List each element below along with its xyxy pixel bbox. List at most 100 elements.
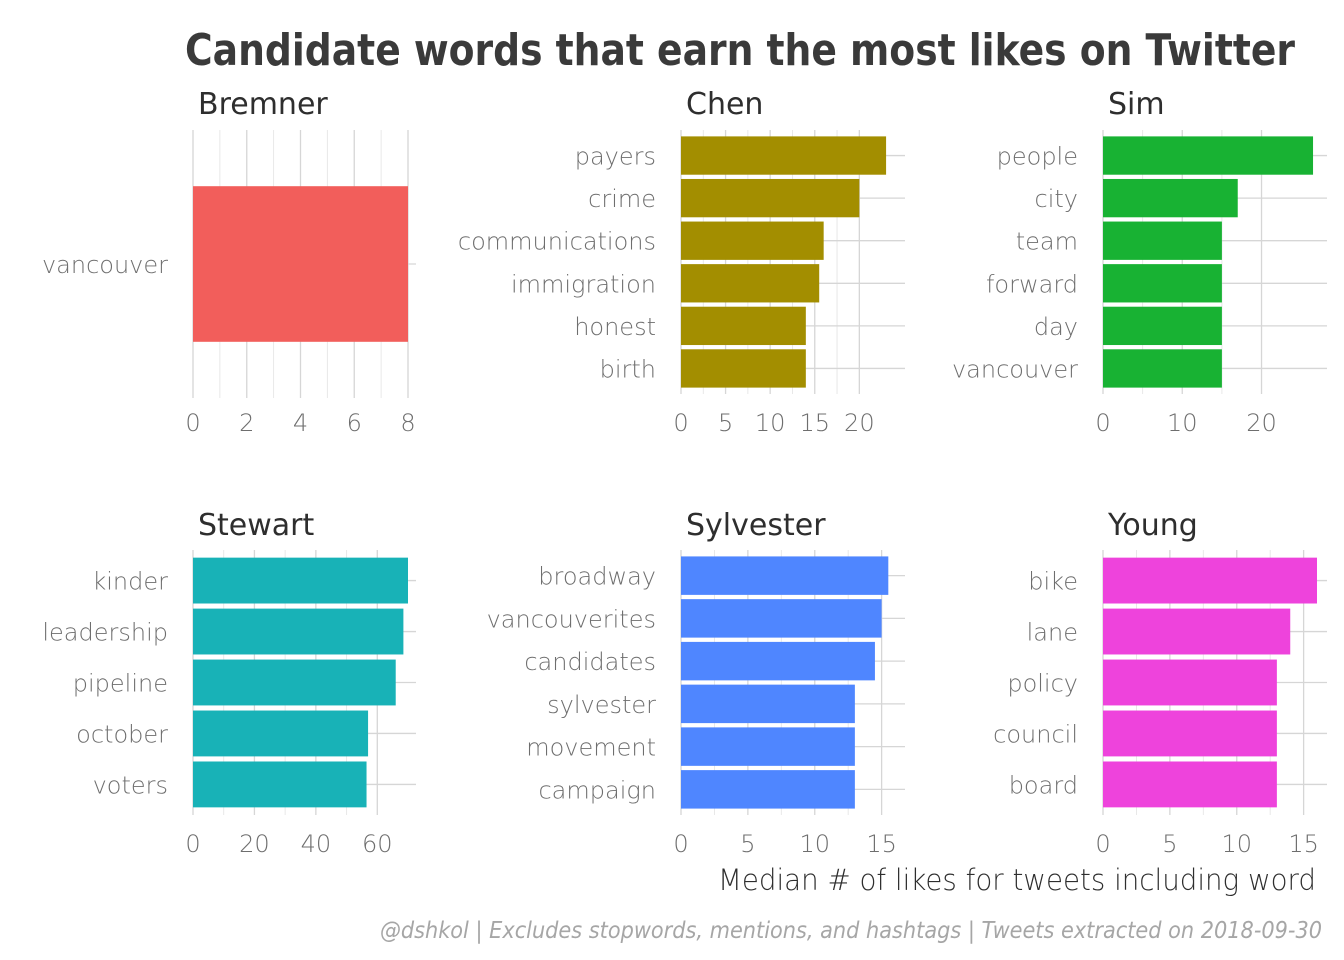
x-tick-label: 0 [1095,830,1110,858]
facet-panel-sim: people city team forward day vancouver 0 10 20 Si… [952,87,1327,437]
bar-city [1103,178,1238,218]
x-tick-label: 0 [185,409,200,437]
x-tick-label: 20 [239,830,270,858]
y-tick-label: team [1016,228,1078,256]
x-tick-label: 0 [673,830,688,858]
bar-people [1103,136,1314,175]
bar-broadway [681,556,889,595]
x-tick-label: 2 [239,409,254,437]
x-tick-label: 15 [866,830,897,858]
chart-caption: @dshkol | Excludes stopwords, mentions, … [380,918,1322,944]
bar-birth [681,349,806,388]
bar-vancouver [193,186,408,342]
x-tick-label: 0 [673,409,688,437]
facet-title: Stewart [198,508,315,543]
y-tick-label: payers [575,143,656,171]
x-tick-label: 10 [1221,830,1252,858]
x-tick-label: 0 [185,830,200,858]
bar-lane [1103,608,1291,655]
bar-leadership [193,608,404,655]
facet-panels: vancouver 0 2 4 6 8 Bremner payers crime communic… [42,87,1327,858]
y-tick-label: immigration [511,270,656,298]
x-tick-label: 8 [400,409,415,437]
bar-payers [681,136,887,175]
y-tick-label: communications [458,228,656,256]
facet-title: Young [1107,508,1198,543]
y-tick-label: birth [600,355,656,383]
y-tick-label: day [1034,313,1078,341]
x-tick-label: 60 [362,830,393,858]
facet-panel-bremner: vancouver 0 2 4 6 8 Bremner [42,87,416,437]
bar-communications [681,221,824,260]
x-tick-label: 5 [740,830,755,858]
y-tick-label: sylvester [547,691,656,719]
x-tick-label: 20 [1246,409,1277,437]
y-tick-label: vancouverites [487,605,656,633]
bar-voters [193,761,367,808]
y-tick-label: kinder [92,568,168,596]
bar-vancouver [1103,349,1222,388]
x-tick-label: 10 [1167,409,1198,437]
bar-vancouverites [681,599,882,638]
y-tick-label: crime [588,185,656,213]
bar-board [1103,761,1277,808]
x-tick-label: 40 [301,830,332,858]
bar-day [1103,306,1222,346]
y-tick-label: honest [574,313,656,341]
facet-panel-young: bike lane policy council board 0 5 10 15 Young [993,508,1327,858]
x-tick-label: 10 [755,409,786,437]
bar-honest [681,306,806,346]
y-tick-label: movement [526,734,656,762]
y-tick-label: october [76,720,168,748]
facet-title: Sylvester [686,508,826,543]
chart-title: Candidate words that earn the most likes… [185,25,1295,76]
y-tick-label: forward [986,270,1078,298]
facet-title: Bremner [198,87,328,122]
x-tick-label: 0 [1095,409,1110,437]
y-tick-label: vancouver [42,251,168,279]
facet-panel-stewart: kinder leadership pipeline october voters 0 20… [42,508,416,858]
y-tick-label: broadway [538,563,656,591]
bar-sylvester [681,684,855,724]
x-tick-label: 15 [1288,830,1319,858]
y-tick-label: lane [1027,619,1078,647]
x-tick-label: 20 [844,409,875,437]
x-tick-label: 5 [718,409,733,437]
y-tick-label: bike [1028,568,1078,596]
bar-immigration [681,264,820,303]
x-tick-label: 4 [293,409,308,437]
y-tick-label: candidates [524,648,656,676]
bar-team [1103,221,1222,260]
y-tick-label: campaign [538,776,656,804]
y-tick-label: council [993,720,1078,748]
x-tick-label: 10 [799,830,830,858]
y-tick-label: voters [93,771,168,799]
bar-council [1103,710,1277,757]
bar-forward [1103,264,1222,303]
bar-crime [681,178,860,218]
y-tick-label: vancouver [952,355,1078,383]
bar-policy [1103,659,1277,706]
x-tick-label: 15 [799,409,830,437]
y-tick-label: leadership [42,619,168,647]
y-tick-label: city [1035,185,1078,213]
y-tick-label: pipeline [73,670,168,698]
bar-pipeline [193,659,396,706]
bar-candidates [681,641,875,681]
y-tick-label: policy [1007,670,1078,698]
facet-title: Chen [686,87,763,122]
facet-panel-sylvester: broadway vancouverites candidates sylvester… [487,508,905,858]
facet-panel-chen: payers crime communications immigration hone… [458,87,905,437]
bar-october [193,710,369,757]
bar-bike [1103,557,1317,604]
y-tick-label: people [997,143,1078,171]
x-axis-title: Median # of likes for tweets including w… [718,863,1316,897]
bar-movement [681,727,855,766]
x-tick-label: 6 [347,409,362,437]
bar-campaign [681,770,855,809]
facet-title: Sim [1108,87,1165,122]
x-tick-label: 5 [1162,830,1177,858]
y-tick-label: board [1009,771,1078,799]
bar-kinder [193,557,408,604]
